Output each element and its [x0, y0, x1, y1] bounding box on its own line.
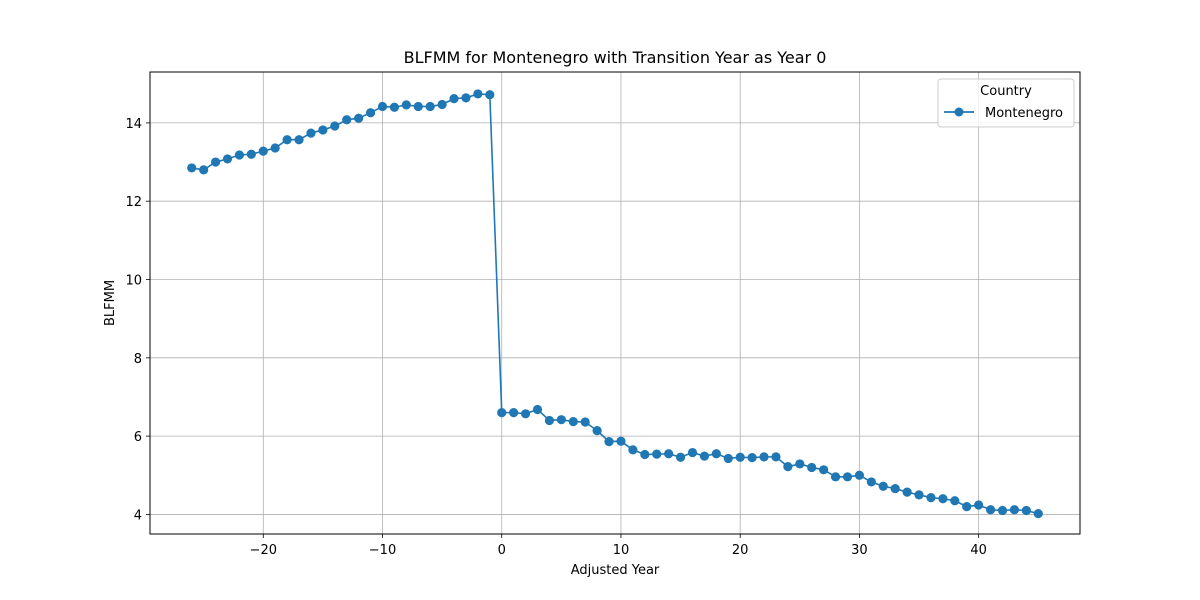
data-point [795, 459, 805, 469]
data-point [187, 163, 197, 173]
data-point [473, 89, 483, 99]
y-tick-label: 10 [125, 274, 142, 289]
data-point [377, 101, 388, 112]
data-point [556, 415, 566, 425]
x-tick-label: −20 [250, 543, 277, 558]
data-point [318, 125, 328, 135]
data-point [401, 100, 411, 110]
data-point [199, 165, 209, 175]
data-point [711, 449, 721, 459]
x-tick-label: −10 [369, 543, 396, 558]
y-axis-label: BLFMM [103, 280, 118, 326]
data-point [1033, 509, 1043, 519]
data-point [687, 447, 698, 458]
data-point [640, 449, 650, 460]
grid [150, 72, 1080, 534]
data-point [282, 135, 292, 145]
data-point [234, 150, 245, 160]
y-tick-label: 12 [125, 195, 142, 210]
data-point [914, 490, 924, 500]
chart-title: BLFMM for Montenegro with Transition Yea… [404, 48, 827, 67]
y-tick-label: 8 [134, 352, 142, 367]
data-point [497, 408, 507, 418]
data-point [771, 452, 781, 462]
data-point [604, 437, 614, 447]
data-point [866, 477, 876, 487]
data-point [520, 409, 531, 419]
data-point [365, 108, 376, 118]
series-layer [187, 89, 1043, 519]
data-point [962, 501, 972, 512]
data-point [330, 121, 340, 131]
data-point [759, 452, 769, 462]
data-point [592, 426, 602, 436]
y-tick-label: 14 [125, 117, 142, 132]
data-point [699, 451, 710, 461]
data-point [437, 99, 447, 110]
data-point [532, 404, 543, 415]
data-point [723, 453, 733, 464]
data-point [616, 436, 626, 446]
data-point [413, 101, 423, 112]
data-point [222, 154, 233, 164]
data-point [735, 452, 745, 462]
data-point [568, 417, 578, 427]
data-point [902, 487, 912, 497]
data-point [294, 135, 304, 145]
data-point [819, 465, 829, 475]
data-point [354, 113, 364, 123]
data-point [1009, 505, 1020, 515]
data-point [997, 505, 1008, 516]
data-point [509, 408, 519, 418]
x-tick-label: 30 [851, 543, 868, 558]
data-point [580, 417, 590, 427]
ticks: −20 −10 0 10 20 30 40 4 6 8 10 12 14 [125, 117, 986, 558]
data-point [830, 472, 841, 482]
data-point [652, 449, 662, 459]
data-point [389, 102, 400, 112]
data-point [1021, 505, 1031, 516]
data-point [675, 452, 686, 462]
data-point [485, 90, 495, 100]
data-point [258, 146, 268, 156]
legend-marker-swatch [954, 107, 964, 117]
data-point [878, 481, 888, 491]
x-axis-label: Adjusted Year [571, 563, 660, 578]
data-point [306, 128, 316, 138]
data-point [807, 462, 817, 473]
data-point [926, 492, 936, 503]
data-point [747, 453, 757, 463]
legend-entry-montenegro: Montenegro [985, 106, 1063, 121]
data-point [425, 101, 435, 112]
x-tick-label: 10 [613, 543, 630, 558]
x-tick-label: 0 [498, 543, 506, 558]
data-point [842, 472, 853, 482]
legend-box [937, 78, 1075, 128]
data-point [783, 462, 793, 472]
data-point [246, 149, 256, 159]
data-point [544, 415, 555, 426]
data-point [950, 496, 960, 506]
data-point [449, 94, 459, 104]
data-point [628, 445, 638, 455]
data-point [938, 494, 948, 504]
y-tick-label: 4 [134, 508, 142, 523]
data-point [890, 483, 900, 494]
legend: Country Montenegro [937, 78, 1075, 128]
data-point [461, 93, 471, 103]
y-tick-label: 6 [134, 430, 142, 445]
data-point [210, 157, 221, 167]
data-point [342, 115, 352, 125]
x-tick-label: 20 [732, 543, 749, 558]
data-point [985, 505, 996, 515]
plot-frame [149, 71, 1081, 535]
data-point [664, 449, 674, 459]
legend-title: Country [980, 84, 1032, 99]
data-point [270, 143, 280, 153]
x-tick-label: 40 [970, 543, 987, 558]
data-point [854, 470, 865, 480]
data-point [974, 500, 984, 510]
